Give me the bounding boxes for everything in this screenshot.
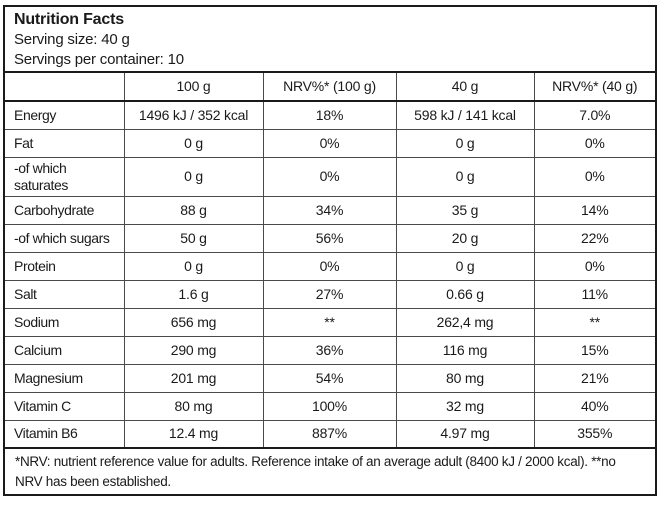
table-row-carbohydrate: Carbohydrate 88 g 34% 35 g 14% xyxy=(5,195,655,225)
value-per-100g: 201 mg xyxy=(123,363,264,393)
nrv-per-40g: ** xyxy=(533,307,655,337)
nrv-per-40g: 15% xyxy=(533,335,655,365)
nrv-per-100g: 887% xyxy=(262,419,397,449)
value-per-40g: 32 mg xyxy=(395,391,535,421)
nrv-per-40g: 21% xyxy=(533,363,655,393)
nrv-per-100g: 0% xyxy=(262,251,397,281)
value-per-100g: 80 mg xyxy=(123,391,264,421)
servings-per-container-line: Servings per container: 10 xyxy=(14,51,184,68)
nutrient-name: Protein xyxy=(5,251,125,281)
nutrient-name: Vitamin C xyxy=(5,391,125,421)
nutrient-name: Salt xyxy=(5,279,125,309)
nutrition-table: 100 g NRV%* (100 g) 40 g NRV%* (40 g) En… xyxy=(5,73,655,449)
nrv-per-100g: ** xyxy=(262,307,397,337)
value-per-40g: 80 mg xyxy=(395,363,535,393)
table-row-vitamin-b6: Vitamin B6 12.4 mg 887% 4.97 mg 355% xyxy=(5,419,655,449)
nrv-per-100g: 0% xyxy=(262,156,397,197)
value-per-100g: 12.4 mg xyxy=(123,419,264,449)
nrv-per-40g: 0% xyxy=(533,128,655,158)
nrv-per-40g: 22% xyxy=(533,223,655,253)
nrv-per-100g: 0% xyxy=(262,128,397,158)
nutrition-facts-title: Nutrition Facts xyxy=(14,11,124,28)
nutrient-name: Magnesium xyxy=(5,363,125,393)
value-per-40g: 116 mg xyxy=(395,335,535,365)
value-per-100g: 0 g xyxy=(123,156,264,197)
nrv-per-100g: 27% xyxy=(262,279,397,309)
value-per-40g: 262,4 mg xyxy=(395,307,535,337)
value-per-40g: 0 g xyxy=(395,156,535,197)
table-header-row: 100 g NRV%* (100 g) 40 g NRV%* (40 g) xyxy=(5,73,655,102)
nrv-per-100g: 54% xyxy=(262,363,397,393)
value-per-40g: 4.97 mg xyxy=(395,419,535,449)
nutrient-name: -of which saturates xyxy=(5,156,125,197)
nutrient-name: Carbohydrate xyxy=(5,195,125,225)
table-row-saturates: -of which saturates 0 g 0% 0 g 0% xyxy=(5,156,655,197)
value-per-40g: 20 g xyxy=(395,223,535,253)
col-header-nutrient xyxy=(5,73,125,102)
table-row-protein: Protein 0 g 0% 0 g 0% xyxy=(5,251,655,281)
nutrient-name: Energy xyxy=(5,100,125,130)
nrv-per-40g: 14% xyxy=(533,195,655,225)
value-per-100g: 656 mg xyxy=(123,307,264,337)
value-per-100g: 1.6 g xyxy=(123,279,264,309)
col-header-nrv-100g: NRV%* (100 g) xyxy=(262,73,397,102)
nutrient-name: Vitamin B6 xyxy=(5,419,125,449)
nutrient-name: Sodium xyxy=(5,307,125,337)
nrv-per-100g: 34% xyxy=(262,195,397,225)
nrv-per-100g: 36% xyxy=(262,335,397,365)
table-row-salt: Salt 1.6 g 27% 0.66 g 11% xyxy=(5,279,655,309)
value-per-40g: 0 g xyxy=(395,128,535,158)
nrv-per-40g: 0% xyxy=(533,156,655,197)
value-per-40g: 35 g xyxy=(395,195,535,225)
table-row-sodium: Sodium 656 mg ** 262,4 mg ** xyxy=(5,307,655,337)
nrv-per-100g: 18% xyxy=(262,100,397,130)
nrv-footnote: *NRV: nutrient reference value for adult… xyxy=(15,454,616,489)
nutrition-facts-label: Nutrition Facts Serving size: 40 g Servi… xyxy=(3,5,657,496)
nrv-per-40g: 355% xyxy=(533,419,655,449)
value-per-100g: 0 g xyxy=(123,128,264,158)
value-per-40g: 0 g xyxy=(395,251,535,281)
label-header: Nutrition Facts Serving size: 40 g Servi… xyxy=(5,7,655,73)
nrv-per-40g: 11% xyxy=(533,279,655,309)
value-per-100g: 88 g xyxy=(123,195,264,225)
value-per-100g: 1496 kJ / 352 kcal xyxy=(123,100,264,130)
value-per-100g: 290 mg xyxy=(123,335,264,365)
table-row-calcium: Calcium 290 mg 36% 116 mg 15% xyxy=(5,335,655,365)
table-row-magnesium: Magnesium 201 mg 54% 80 mg 21% xyxy=(5,363,655,393)
value-per-100g: 50 g xyxy=(123,223,264,253)
nrv-per-100g: 56% xyxy=(262,223,397,253)
nutrient-name: -of which sugars xyxy=(5,223,125,253)
table-row-sugars: -of which sugars 50 g 56% 20 g 22% xyxy=(5,223,655,253)
nrv-per-40g: 7.0% xyxy=(533,100,655,130)
col-header-nrv-40g: NRV%* (40 g) xyxy=(533,73,655,102)
serving-size-line: Serving size: 40 g xyxy=(14,31,130,48)
value-per-40g: 598 kJ / 141 kcal xyxy=(395,100,535,130)
col-header-per-40g: 40 g xyxy=(395,73,535,102)
nrv-per-40g: 0% xyxy=(533,251,655,281)
table-row-vitamin-c: Vitamin C 80 mg 100% 32 mg 40% xyxy=(5,391,655,421)
value-per-100g: 0 g xyxy=(123,251,264,281)
nrv-per-40g: 40% xyxy=(533,391,655,421)
nutrient-name: Calcium xyxy=(5,335,125,365)
table-row-fat: Fat 0 g 0% 0 g 0% xyxy=(5,128,655,158)
nutrient-name: Fat xyxy=(5,128,125,158)
value-per-40g: 0.66 g xyxy=(395,279,535,309)
nrv-per-100g: 100% xyxy=(262,391,397,421)
col-header-per-100g: 100 g xyxy=(123,73,264,102)
table-row-energy: Energy 1496 kJ / 352 kcal 18% 598 kJ / 1… xyxy=(5,100,655,130)
